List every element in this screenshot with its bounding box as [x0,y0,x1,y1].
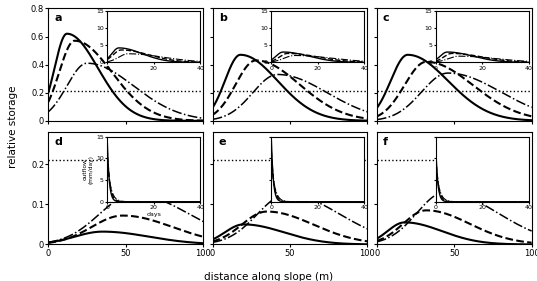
Text: e: e [219,137,226,147]
Text: a: a [55,13,62,23]
Text: relative storage: relative storage [8,85,18,168]
Text: b: b [219,13,227,23]
Text: f: f [383,137,388,147]
Text: c: c [383,13,389,23]
Text: d: d [55,137,62,147]
Text: distance along slope (m): distance along slope (m) [204,272,333,281]
